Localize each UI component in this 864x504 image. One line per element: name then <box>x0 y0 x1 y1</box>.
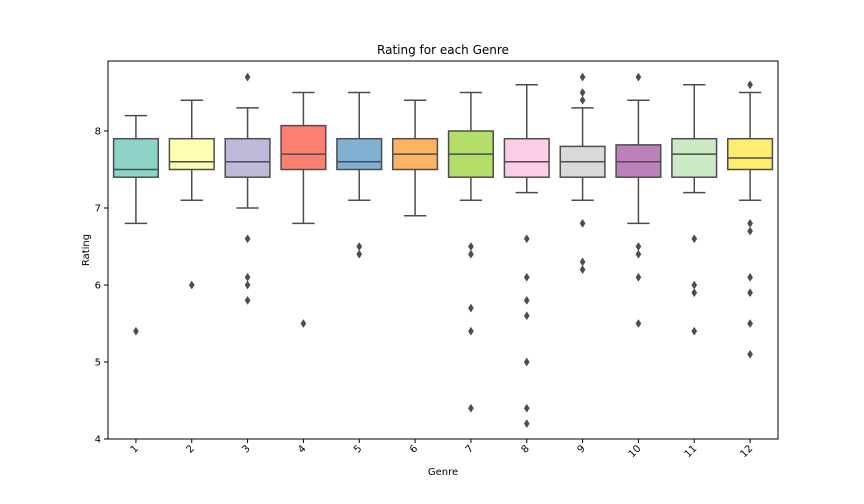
outlier-point <box>523 295 530 305</box>
y-axis: 4 5 6 7 8 <box>95 127 108 446</box>
box-genre-1 <box>112 114 160 336</box>
outlier-point <box>635 72 642 82</box>
box-genre-8 <box>503 84 550 429</box>
outlier-point <box>747 272 753 282</box>
x-tick-label: 6 <box>408 443 420 455</box>
outlier-point <box>747 80 753 90</box>
outlier-point <box>691 326 698 336</box>
iqr-box <box>727 137 774 171</box>
iqr-box <box>112 137 160 178</box>
outlier-point <box>691 288 698 298</box>
iqr-box <box>615 144 662 178</box>
outlier-point <box>468 249 474 259</box>
box-genre-6 <box>392 99 439 217</box>
x-tick-label: 5 <box>352 443 364 455</box>
iqr-box <box>671 137 718 178</box>
x-axis-label: Genre <box>428 467 458 478</box>
iqr-box <box>336 137 383 171</box>
y-axis-label: Rating <box>81 234 92 266</box>
outlier-point <box>468 303 474 313</box>
outlier-point <box>244 234 251 244</box>
iqr-box <box>168 137 215 171</box>
box-genre-4 <box>280 91 327 328</box>
outlier-point <box>244 295 251 305</box>
outlier-point <box>188 280 195 290</box>
outlier-point <box>523 357 530 367</box>
x-tick-label: 3 <box>240 443 252 455</box>
outlier-point <box>523 272 530 282</box>
outlier-point <box>747 226 753 236</box>
plot-area <box>112 72 774 429</box>
iqr-box <box>224 137 271 178</box>
outlier-point <box>691 234 698 244</box>
x-tick-label: 4 <box>296 443 308 455</box>
x-tick-label: 2 <box>185 443 197 455</box>
box-genre-10 <box>615 72 662 328</box>
x-tick-label: 10 <box>627 443 644 460</box>
outlier-point <box>579 95 586 105</box>
outlier-point <box>579 72 586 82</box>
x-tick-label: 12 <box>738 443 755 460</box>
box-genre-11 <box>671 84 718 336</box>
box-genre-3 <box>224 72 271 305</box>
outlier-point <box>579 88 586 97</box>
box-genre-9 <box>559 72 606 275</box>
y-tick-label: 8 <box>95 127 101 138</box>
iqr-box <box>503 137 550 178</box>
outlier-point <box>579 257 586 267</box>
outlier-point <box>356 249 363 259</box>
x-tick-label: 8 <box>520 443 532 455</box>
outlier-point <box>747 319 753 328</box>
outlier-point <box>468 242 474 251</box>
outlier-point <box>635 242 642 251</box>
x-tick-label: 1 <box>129 443 141 455</box>
outlier-point <box>579 265 586 275</box>
outlier-point <box>468 403 474 413</box>
outlier-point <box>747 349 753 359</box>
outlier-point <box>579 218 586 228</box>
iqr-box <box>280 124 327 171</box>
outlier-point <box>523 311 530 321</box>
outlier-point <box>747 218 753 228</box>
outlier-point <box>691 280 698 290</box>
outlier-point <box>523 403 530 413</box>
outlier-point <box>244 280 251 290</box>
chart-title: Rating for each Genre <box>377 43 509 57</box>
outlier-point <box>635 272 642 282</box>
box-genre-2 <box>168 99 215 290</box>
outlier-point <box>468 326 474 336</box>
box-genre-5 <box>336 91 383 259</box>
y-tick-label: 5 <box>95 358 101 369</box>
outlier-point <box>523 419 530 429</box>
outlier-point <box>523 234 530 244</box>
y-tick-label: 4 <box>95 435 101 446</box>
outlier-point <box>300 319 307 328</box>
box-genre-7 <box>447 91 495 413</box>
x-axis: 1 2 3 4 5 6 7 8 9 10 11 12 <box>129 439 755 460</box>
outlier-point <box>133 326 139 336</box>
plot-frame <box>107 60 779 440</box>
outlier-point <box>356 242 363 251</box>
x-tick-label: 9 <box>575 443 587 455</box>
box-genre-12 <box>727 80 774 359</box>
x-tick-label: 11 <box>683 443 700 460</box>
x-tick-label: 7 <box>464 443 476 455</box>
outlier-point <box>635 319 642 328</box>
outlier-point <box>244 272 251 282</box>
outlier-point <box>747 288 753 298</box>
y-tick-label: 6 <box>95 281 101 292</box>
y-tick-label: 7 <box>95 204 101 215</box>
outlier-point <box>635 249 642 259</box>
outlier-point <box>244 72 251 82</box>
